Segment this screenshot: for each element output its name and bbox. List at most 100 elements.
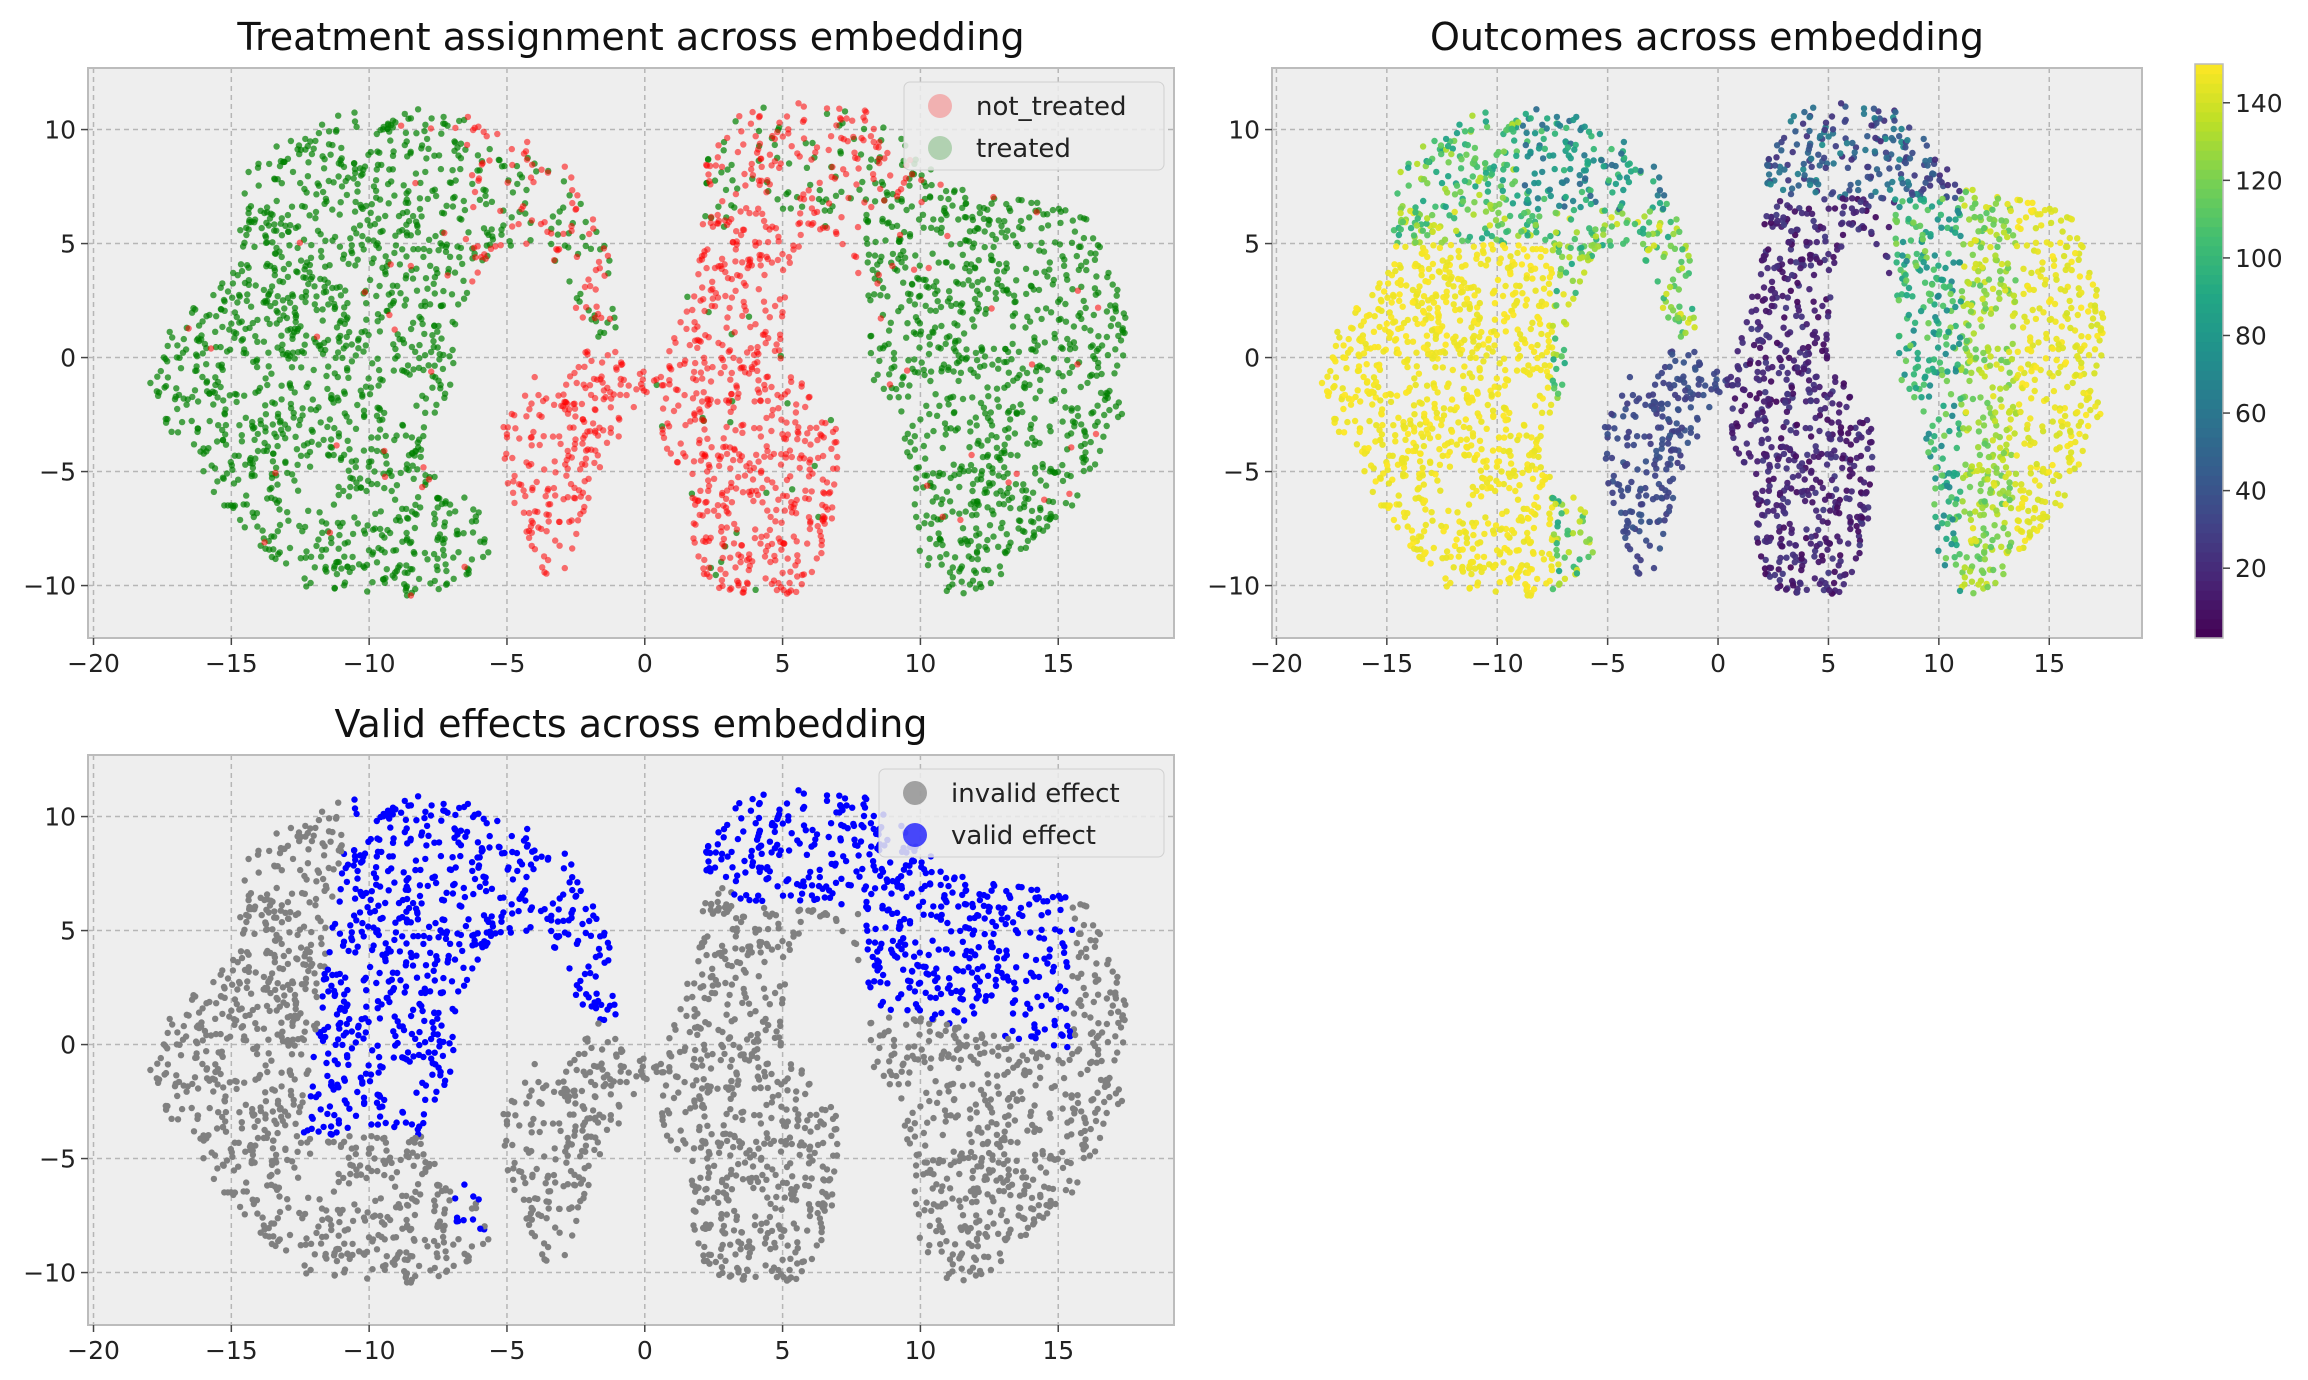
point-treated bbox=[479, 553, 487, 561]
point-treated bbox=[917, 416, 924, 423]
point-not-treated bbox=[725, 399, 732, 406]
point-treated bbox=[1026, 318, 1034, 325]
point-treated bbox=[1036, 439, 1043, 447]
point-treated bbox=[367, 148, 374, 156]
point-treated bbox=[1023, 369, 1031, 377]
point-outcome bbox=[1844, 164, 1852, 171]
point-treated bbox=[294, 349, 302, 356]
point-treated bbox=[1050, 355, 1058, 362]
point-treated bbox=[984, 285, 992, 292]
point-treated bbox=[886, 394, 893, 401]
point-treated bbox=[264, 260, 271, 268]
point-outcome bbox=[2066, 234, 2073, 242]
point-outcome bbox=[2019, 324, 2027, 331]
point-treated bbox=[410, 366, 417, 373]
point-treated bbox=[941, 420, 949, 427]
x-tick-label: −10 bbox=[343, 649, 396, 678]
point-not-treated bbox=[706, 400, 713, 408]
point-treated bbox=[266, 486, 273, 493]
point-treated bbox=[1089, 235, 1097, 242]
point-outcome bbox=[1514, 496, 1522, 503]
point-not-treated bbox=[704, 246, 711, 253]
point-treated bbox=[1003, 200, 1010, 208]
point-treated bbox=[312, 208, 320, 216]
point-not-treated bbox=[837, 115, 844, 122]
point-not-treated bbox=[519, 203, 527, 210]
point-treated bbox=[262, 411, 270, 418]
point-outcome bbox=[1932, 464, 1940, 472]
point-treated bbox=[927, 307, 934, 314]
point-outcome bbox=[1845, 540, 1852, 547]
point-treated bbox=[1051, 239, 1059, 246]
point-treated bbox=[1049, 281, 1057, 288]
point-treated bbox=[214, 478, 221, 485]
point-treated bbox=[995, 543, 1002, 550]
point-treated bbox=[420, 253, 427, 261]
point-treated bbox=[247, 303, 255, 310]
point-outcome bbox=[2049, 477, 2057, 485]
point-not-treated bbox=[698, 416, 706, 423]
point-outcome bbox=[1809, 484, 1816, 492]
point-treated bbox=[381, 579, 388, 587]
point-not-treated bbox=[707, 181, 714, 188]
point-not-treated bbox=[548, 230, 555, 237]
point-treated bbox=[898, 381, 905, 388]
point-treated bbox=[923, 512, 930, 519]
point-treated bbox=[333, 284, 340, 291]
point-not-treated bbox=[630, 403, 637, 411]
point-treated bbox=[266, 215, 274, 222]
point-outcome bbox=[1442, 341, 1449, 348]
point-treated bbox=[221, 411, 229, 418]
point-treated bbox=[435, 152, 443, 159]
point-treated bbox=[373, 166, 380, 173]
point-treated bbox=[306, 269, 313, 276]
point-treated bbox=[1016, 371, 1023, 379]
point-treated bbox=[269, 239, 276, 246]
point-treated bbox=[496, 157, 503, 164]
point-not-treated bbox=[719, 198, 726, 205]
point-not-treated bbox=[844, 138, 851, 145]
point-outcome bbox=[2021, 440, 2028, 447]
point-treated bbox=[332, 354, 339, 361]
point-outcome bbox=[2026, 532, 2034, 539]
point-outcome bbox=[1682, 272, 1690, 279]
point-outcome bbox=[1646, 518, 1653, 525]
point-not-treated bbox=[526, 406, 533, 413]
point-outcome bbox=[1474, 553, 1481, 560]
point-treated bbox=[253, 363, 261, 371]
point-treated bbox=[245, 281, 252, 288]
point-treated bbox=[401, 302, 408, 309]
point-not-treated bbox=[594, 452, 601, 459]
point-treated bbox=[458, 216, 465, 223]
point-treated bbox=[1095, 359, 1102, 367]
point-treated bbox=[248, 218, 255, 226]
point-not-treated bbox=[742, 307, 749, 314]
point-outcome bbox=[1821, 233, 1829, 240]
point-outcome bbox=[1945, 250, 1952, 257]
point-not-treated bbox=[705, 171, 712, 178]
point-treated bbox=[390, 367, 397, 374]
point-outcome bbox=[1837, 436, 1844, 443]
point-treated bbox=[337, 199, 344, 206]
point-treated bbox=[459, 260, 466, 268]
point-treated bbox=[351, 109, 358, 116]
point-treated bbox=[208, 462, 215, 469]
point-not-treated bbox=[715, 512, 722, 519]
point-not-treated bbox=[840, 166, 847, 173]
point-outcome bbox=[1892, 211, 1899, 219]
point-not-treated bbox=[529, 484, 536, 491]
point-treated bbox=[338, 144, 345, 152]
point-outcome bbox=[1678, 258, 1685, 266]
point-not-treated bbox=[407, 262, 414, 270]
point-not-treated bbox=[568, 174, 575, 181]
point-outcome bbox=[1868, 438, 1875, 446]
point-not-treated bbox=[523, 413, 530, 420]
point-treated bbox=[970, 323, 978, 330]
point-treated bbox=[263, 209, 271, 216]
point-outcome bbox=[1952, 229, 1959, 236]
point-treated bbox=[871, 291, 878, 298]
point-not-treated bbox=[801, 437, 809, 445]
point-treated bbox=[1077, 383, 1085, 391]
point-outcome bbox=[1768, 444, 1775, 451]
point-outcome bbox=[1650, 178, 1657, 185]
